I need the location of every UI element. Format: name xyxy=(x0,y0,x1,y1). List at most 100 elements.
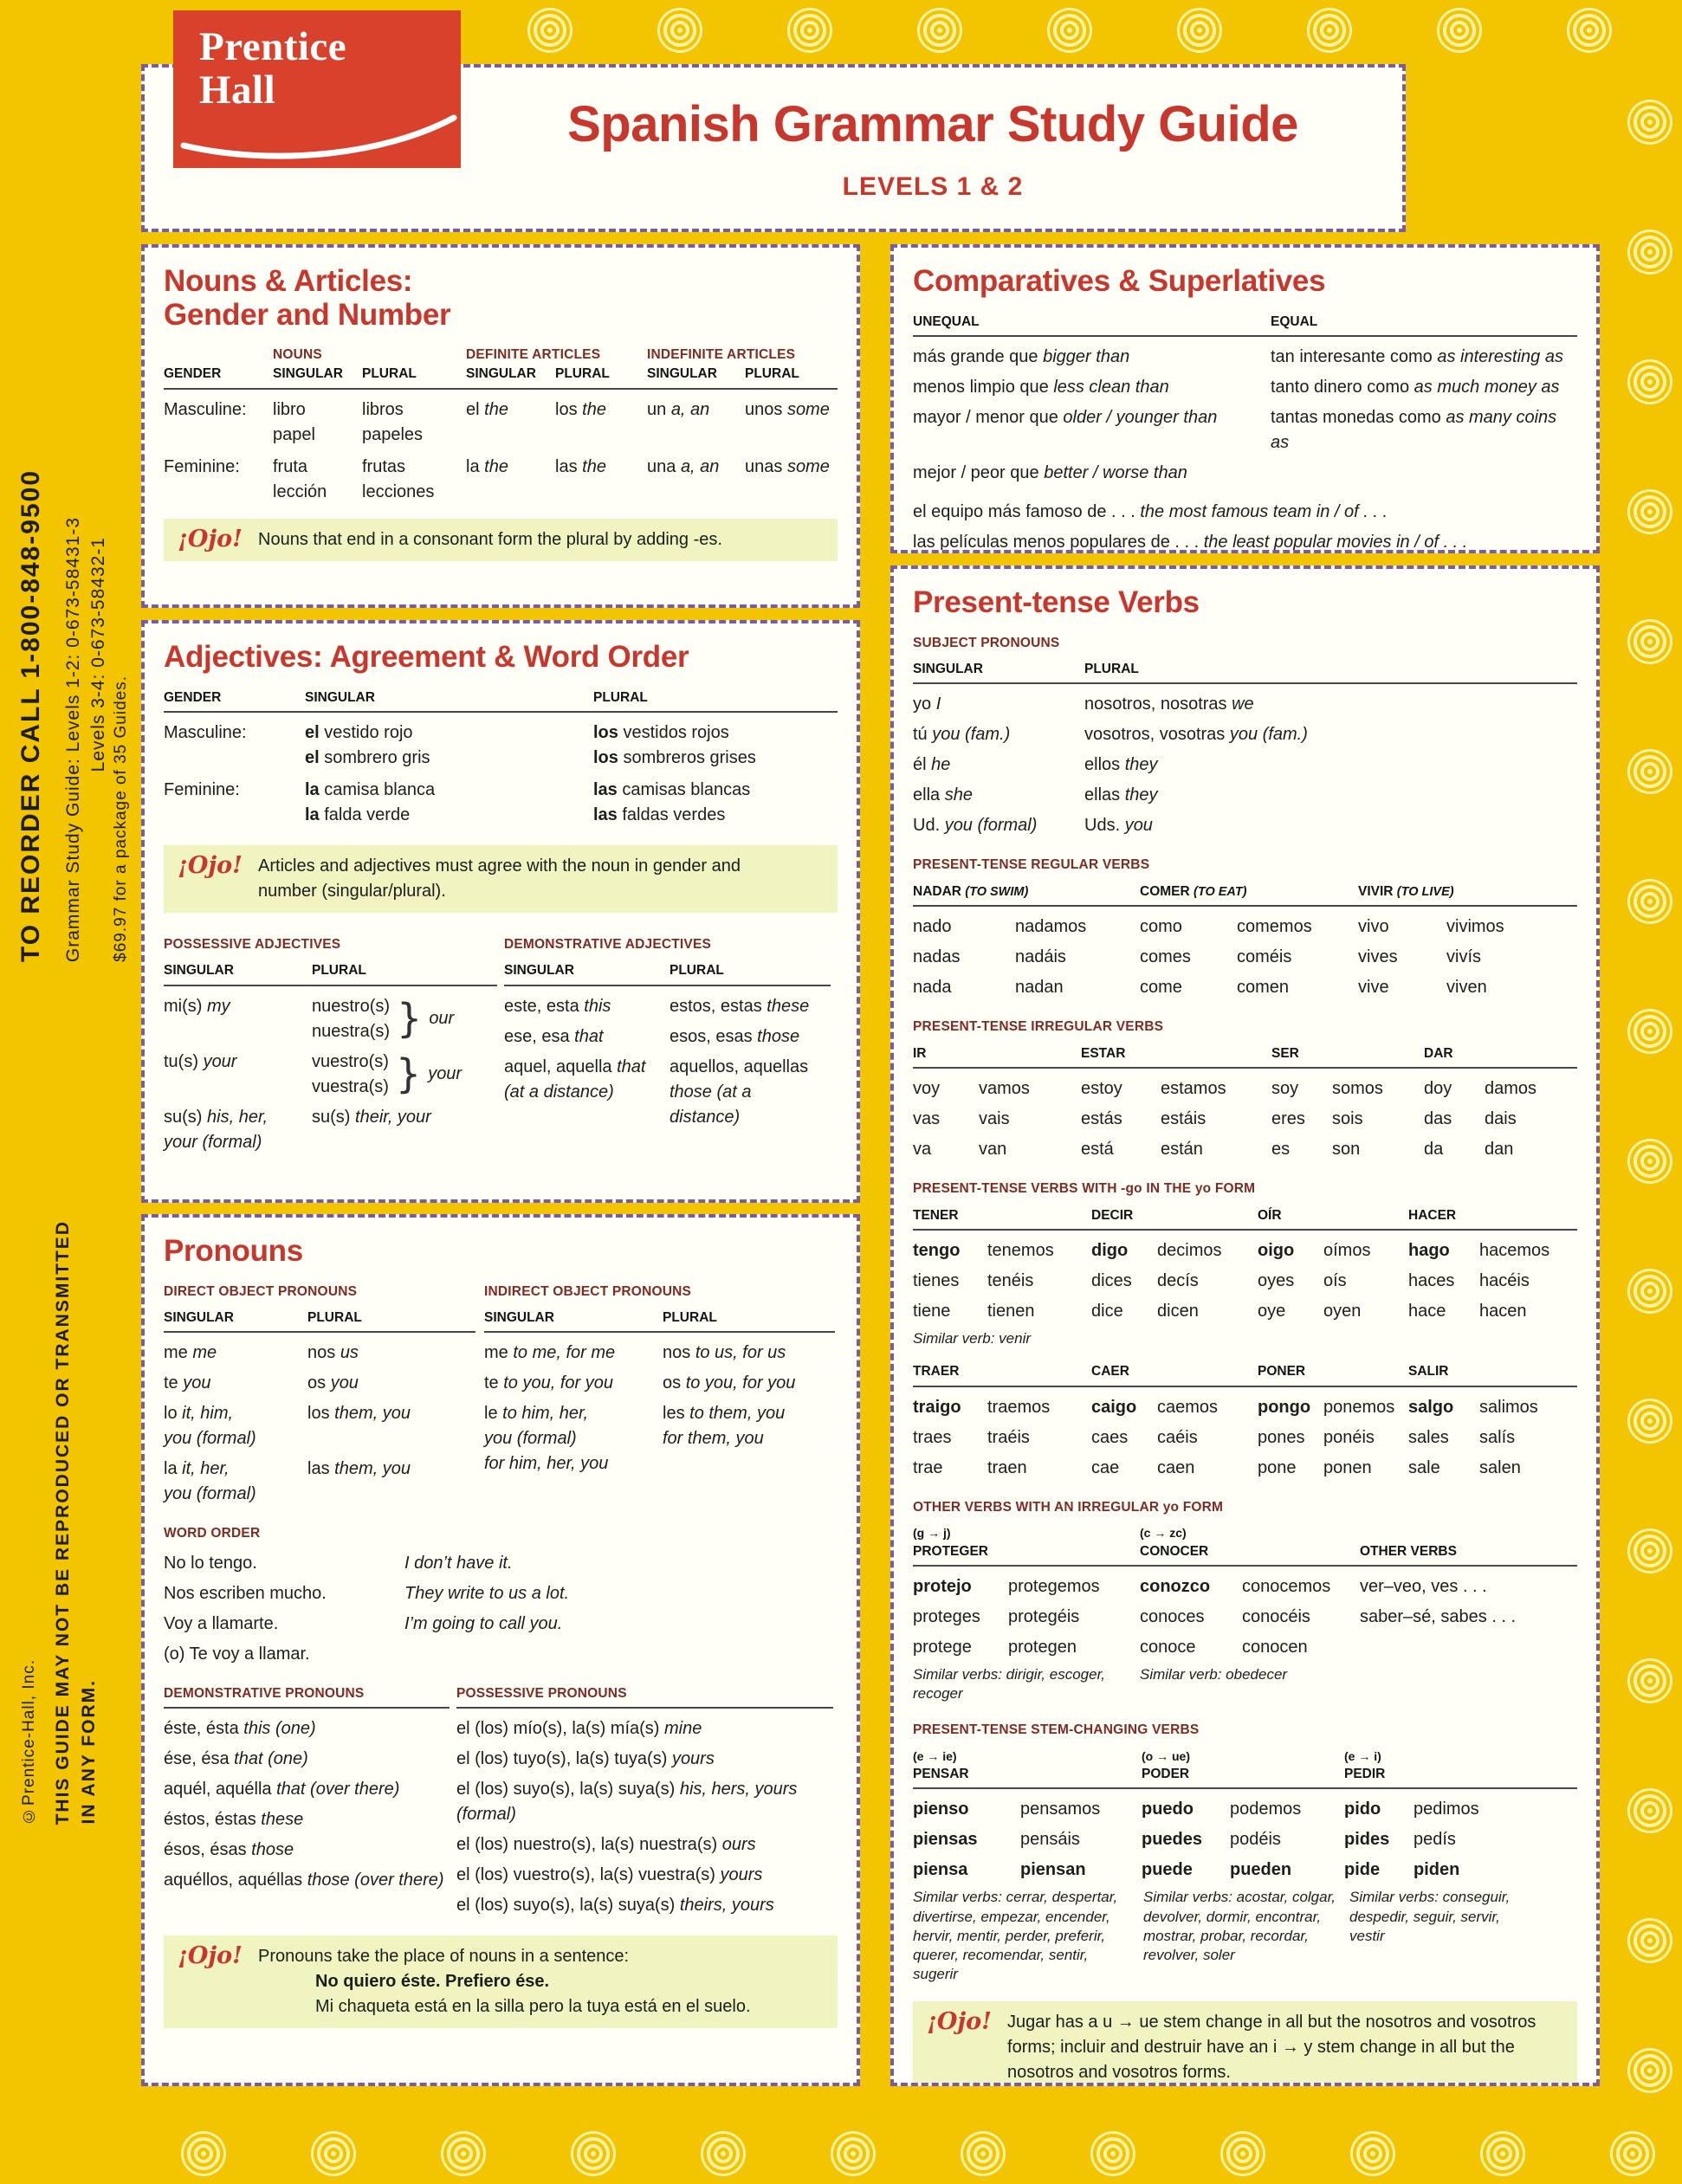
cell-text: me me xyxy=(164,1343,217,1363)
verb-form: piensan xyxy=(1020,1860,1086,1880)
section-title-line1: Nouns & Articles: xyxy=(164,264,413,298)
table-row: traes traéis caes caéis pones ponéis sales s… xyxy=(913,1425,1577,1451)
verb-form: pones xyxy=(1258,1427,1305,1447)
table-row: trae traen cae caen pone ponen sale salen xyxy=(913,1456,1577,1481)
verb-form: piensa xyxy=(913,1860,968,1880)
table-row: Masculine: el vestido rojo el sombrero g… xyxy=(164,720,838,771)
cell-text: They write to us a lot. xyxy=(404,1583,570,1603)
subsection-title: DIRECT OBJECT PRONOUNS xyxy=(164,1283,358,1299)
cell-text: os you xyxy=(307,1373,359,1393)
verb-form: puedo xyxy=(1142,1800,1194,1819)
table-row: voy vamos estoy estamos soy somos doy damos xyxy=(913,1076,1577,1102)
table-row: lo it, him, you (formal) los them, you xyxy=(164,1401,475,1451)
cell-text: fruta lección xyxy=(273,456,327,501)
verb-form: saber–sé, sabes . . . xyxy=(1360,1607,1517,1627)
cell-text: tantas monedas como as many coins as xyxy=(1271,407,1557,452)
verb-form: traéis xyxy=(987,1427,1030,1447)
group-label-nouns: NOUNS xyxy=(273,347,322,362)
cell-text: aquellos, aquellas those (at a distance) xyxy=(670,1056,809,1127)
verb-form: pongo xyxy=(1258,1397,1311,1417)
verb-form: tengo xyxy=(913,1241,961,1261)
gender-label: Masculine: xyxy=(164,722,247,742)
table-row: Feminine: fruta lección frutas lecciones l… xyxy=(164,455,838,505)
cell-text: las camisas blancas las faldas verdes xyxy=(593,779,751,824)
verb-header: SER xyxy=(1271,1045,1299,1061)
reorder-phone-text: TO REORDER CALL 1-800-848-9500 xyxy=(16,468,45,962)
cell-text: te you xyxy=(164,1373,211,1393)
verb-form: das xyxy=(1424,1109,1452,1129)
verb-form: conoces xyxy=(1140,1607,1205,1627)
similar-verbs-note: Similar verb: obedecer xyxy=(1140,1666,1288,1683)
table-row: ella she ellas they xyxy=(913,783,1577,808)
verb-form: piensas xyxy=(913,1830,978,1850)
verb-form: conoce xyxy=(1140,1638,1196,1657)
cell-text: mi(s) my xyxy=(164,996,230,1016)
verb-form: digo xyxy=(1091,1241,1129,1261)
verb-header: (o → ue) PODER xyxy=(1142,1748,1190,1781)
verb-form: es xyxy=(1271,1140,1291,1160)
col-header: GENDER xyxy=(164,689,222,705)
verb-form: ver–veo, ves . . . xyxy=(1360,1577,1487,1597)
table-row: traigo traemos caigo caemos pongo ponemos s… xyxy=(913,1395,1577,1420)
verb-form: tienes xyxy=(913,1271,960,1291)
verb-form: oyen xyxy=(1323,1302,1362,1321)
verb-header: ESTAR xyxy=(1081,1045,1126,1061)
cell-text: ella she xyxy=(913,785,973,805)
table-header-row: (g → j) PROTEGER (c → zc) CONOCER OTHER VE… xyxy=(913,1524,1577,1567)
cell-text: su(s) their, your xyxy=(312,1107,431,1127)
subsection-title: INDIRECT OBJECT PRONOUNS xyxy=(484,1283,692,1299)
table-row: tú you (fam.) vosotros, vosotras you (fa… xyxy=(913,722,1577,747)
verb-form: dais xyxy=(1485,1109,1517,1129)
cell-text: Voy a llamarte. xyxy=(164,1613,279,1633)
verb-form: sale xyxy=(1408,1457,1440,1477)
adjective-subtables: POSSESSIVE ADJECTIVES SINGULAR PLURAL mi… xyxy=(164,935,838,1155)
verb-form: caes xyxy=(1091,1427,1129,1447)
table-header-row: TENER DECIR OÍR HACER xyxy=(913,1206,1577,1231)
col-header: UNEQUAL xyxy=(913,313,980,329)
cell-text: les to them, you for them, you xyxy=(663,1404,786,1449)
cell-text: os to you, for you xyxy=(663,1373,796,1393)
present-tense-verbs-section: Present-tense Verbs SUBJECT PRONOUNS SIN… xyxy=(890,565,1600,2086)
verb-form: va xyxy=(913,1140,932,1160)
verb-header: HACER xyxy=(1408,1207,1457,1223)
verb-form: tiene xyxy=(913,1302,951,1321)
verb-form: caigo xyxy=(1091,1397,1137,1417)
col-header: SINGULAR xyxy=(273,366,343,382)
verb-header: CAER xyxy=(1091,1364,1129,1380)
gender-label: Masculine: xyxy=(164,399,247,419)
similar-verbs-note: Similar verbs: dirigir, escoger, recoger xyxy=(913,1666,1106,1703)
verb-form: están xyxy=(1161,1140,1203,1160)
verb-form: nado xyxy=(913,917,952,937)
section-title: Pronouns xyxy=(164,1234,303,1268)
verb-form: protege xyxy=(913,1638,972,1657)
table-header-row: SINGULAR PLURAL xyxy=(164,961,497,986)
notice-line-2: IN ANY FORM. xyxy=(79,1679,99,1825)
table-row: Ud. you (formal) Uds. you xyxy=(913,813,1577,838)
cell-text: libro papel xyxy=(273,399,315,444)
verb-form: ponen xyxy=(1323,1457,1372,1477)
verb-form: traen xyxy=(987,1457,1027,1477)
cell-text: el vestido rojo el sombrero gris xyxy=(305,722,430,767)
cell-text: mayor / menor que older / younger than xyxy=(913,407,1218,427)
verb-header: COMER (TO EAT) xyxy=(1140,883,1247,899)
table-row: tienes tenéis dices decís oyes oís haces hac… xyxy=(913,1269,1577,1294)
verb-form: voy xyxy=(913,1079,941,1099)
list-item: el (los) nuestro(s), la(s) nuestra(s) ou… xyxy=(456,1835,756,1855)
list-item: éste, ésta this (one) xyxy=(164,1719,316,1739)
verb-form: ponéis xyxy=(1323,1427,1375,1447)
superlatives-block: el equipo más famoso de . . . the most f… xyxy=(913,500,1577,550)
table-row: tu(s) your vuestro(s) vuestra(s) } your xyxy=(164,1050,497,1100)
list-item: ése, ésa that (one) xyxy=(164,1749,308,1769)
cell-text: aquel, aquella that (at a distance) xyxy=(504,1056,646,1102)
verb-form: haces xyxy=(1408,1271,1455,1291)
ojo-note: ¡Ojo! Jugar has a u → ue stem change in … xyxy=(913,2000,1577,2083)
verb-form: conozco xyxy=(1140,1577,1211,1597)
column-group-header-row: NOUNS DEFINITE ARTICLES INDEFINITE ARTIC… xyxy=(164,346,838,365)
cell-text: tan interesante como as interesting as xyxy=(1271,346,1563,366)
cell-text: Uds. you xyxy=(1084,816,1153,836)
ojo-note: ¡Ojo! Nouns that end in a consonant form… xyxy=(164,518,838,561)
table-row: protege protegen conoce conocen xyxy=(913,1635,1577,1660)
nouns-articles-section: Nouns & Articles: Gender and Number NOUN… xyxy=(141,244,860,608)
list-item: ésos, ésas those xyxy=(164,1840,294,1860)
verb-header: (e → i) PEDIR xyxy=(1344,1748,1386,1781)
